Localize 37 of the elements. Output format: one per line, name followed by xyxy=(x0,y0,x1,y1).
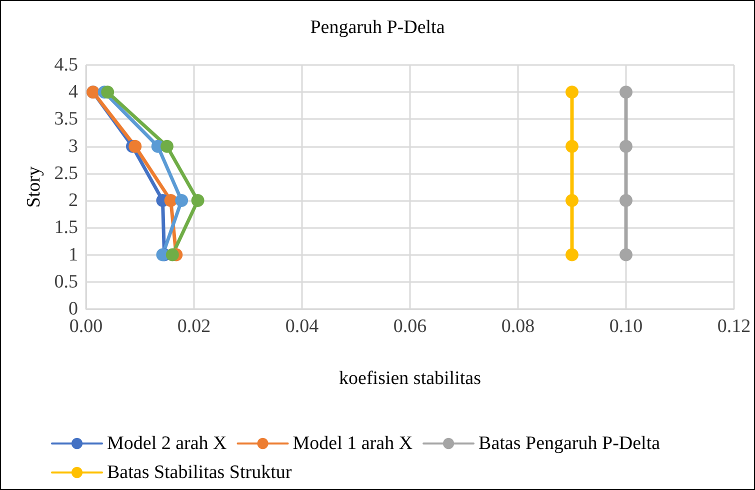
y-tick-label: 0.5 xyxy=(54,271,78,292)
point xyxy=(128,140,142,153)
y-tick-label: 4 xyxy=(68,82,78,103)
point xyxy=(101,86,114,99)
point xyxy=(175,194,188,208)
x-tick-label: 0.06 xyxy=(393,316,427,337)
legend-label: Model 1 arah X xyxy=(292,433,413,454)
y-tick-label: 3 xyxy=(68,136,78,157)
chart-title: Pengaruh P-Delta xyxy=(310,17,446,38)
point xyxy=(566,86,578,99)
point xyxy=(166,248,179,262)
point xyxy=(620,140,632,153)
x-tick-label: 0.02 xyxy=(177,316,211,337)
point xyxy=(620,248,632,262)
y-tick-label: 3.5 xyxy=(54,108,78,130)
y-tick-label: 4.5 xyxy=(54,54,78,76)
y-axis-title: Story xyxy=(23,166,44,208)
legend-label: Batas Pengaruh P-Delta xyxy=(478,433,661,454)
point xyxy=(160,140,174,153)
y-tick-label: 2 xyxy=(68,190,78,212)
point xyxy=(566,140,578,153)
point xyxy=(620,194,632,208)
y-tick-label: 2.5 xyxy=(54,162,78,184)
point xyxy=(620,86,632,99)
point xyxy=(164,194,178,208)
y-tick-label: 1.5 xyxy=(54,217,78,238)
point xyxy=(566,248,578,262)
x-axis-title: koefisien stabilitas xyxy=(339,368,481,389)
x-tick-label: 0.08 xyxy=(501,316,535,337)
y-tick-label: 1 xyxy=(68,244,78,266)
x-tick-label: 0.04 xyxy=(285,316,320,337)
point xyxy=(566,194,578,208)
x-tick-label: 0.12 xyxy=(717,316,751,337)
legend-label: Model 2 arah X xyxy=(107,433,228,454)
x-tick-label: 0.10 xyxy=(609,316,643,337)
legend-label: Batas Stabilitas Struktur xyxy=(107,462,292,483)
point xyxy=(191,194,204,208)
